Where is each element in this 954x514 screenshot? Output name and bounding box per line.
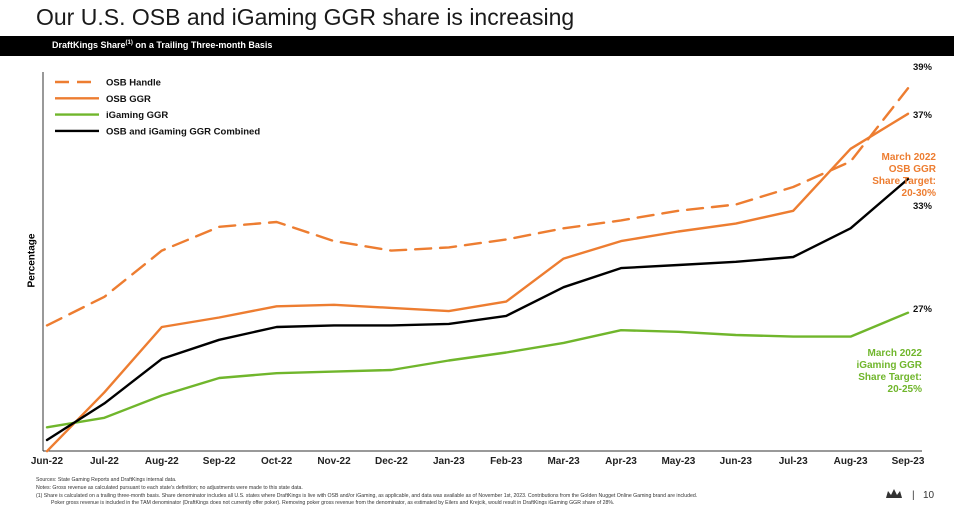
annotation-1-line-0: March 2022	[868, 348, 923, 359]
x-tick-label: Dec-22	[375, 456, 408, 467]
footnote-1-line-2: Poker gross revenue is included in the T…	[51, 500, 615, 506]
footnote-notes: Notes: Gross revenue as calculated pursu…	[36, 485, 303, 491]
annotation-1-line-1: iGaming GGR	[856, 360, 922, 371]
x-tick-label: Sep-23	[892, 456, 925, 467]
x-tick-label: Mar-23	[547, 456, 580, 467]
page-title: Our U.S. OSB and iGaming GGR share is in…	[36, 4, 575, 30]
annotation-0-line-2: Share Target:	[872, 176, 936, 187]
banner-main: DraftKings Share	[52, 40, 126, 50]
annotation-0-line-1: OSB GGR	[889, 164, 937, 175]
series-line-0	[45, 87, 910, 327]
x-tick-label: Jun-23	[720, 456, 753, 467]
series-line-2	[45, 311, 910, 429]
x-tick-label: Jan-23	[433, 456, 465, 467]
legend-label-3: OSB and iGaming GGR Combined	[106, 126, 260, 137]
chart-subtitle: DraftKings Share(1) on a Trailing Three-…	[52, 40, 272, 50]
crown-logo-icon	[886, 489, 902, 498]
annotation-0-line-0: March 2022	[882, 152, 937, 163]
end-value-label-3: 27%	[913, 304, 933, 315]
legend-label-2: iGaming GGR	[106, 110, 168, 121]
series-line-1	[45, 112, 910, 453]
x-tick-label: Jul-23	[779, 456, 808, 467]
end-value-label-0: 39%	[913, 62, 933, 73]
x-tick-label: May-23	[661, 456, 695, 467]
end-value-label-2: 33%	[913, 201, 933, 212]
x-tick-label: Oct-22	[261, 456, 293, 467]
x-tick-label: Jun-22	[31, 456, 64, 467]
x-tick-label: Aug-23	[834, 456, 868, 467]
annotation-0-line-3: 20-30%	[902, 188, 937, 199]
chart-banner: DraftKings Share(1) on a Trailing Three-…	[0, 36, 954, 56]
footnote-1-line-1: (1) Share is calculated on a trailing th…	[36, 493, 698, 499]
x-tick-label: Jul-22	[90, 456, 119, 467]
footnote-sources: Sources: State Gaming Reports and DraftK…	[36, 477, 177, 483]
banner-footnote-ref: (1)	[125, 40, 133, 46]
legend-label-0: OSB Handle	[106, 78, 161, 89]
annotation-1-line-3: 20-25%	[888, 384, 923, 395]
legend-label-1: OSB GGR	[106, 94, 151, 105]
line-chart: Jun-22 Jul-22 Aug-22 Sep-22 Oct-22 Nov-22 Dec-…	[31, 62, 937, 467]
series-line-3	[45, 177, 910, 442]
page-number: | 10	[912, 490, 934, 501]
x-tick-label: Nov-22	[317, 456, 351, 467]
banner-rest: on a Trailing Three-month Basis	[132, 40, 273, 50]
annotation-1-line-2: Share Target:	[858, 372, 922, 383]
x-tick-label: Feb-23	[490, 456, 523, 467]
x-tick-label: Apr-23	[605, 456, 637, 467]
x-tick-label: Aug-22	[145, 456, 179, 467]
page-separator: |	[912, 490, 915, 501]
end-value-label-1: 37%	[913, 110, 933, 121]
page-number-value: 10	[922, 490, 935, 501]
x-tick-label: Sep-22	[203, 456, 236, 467]
